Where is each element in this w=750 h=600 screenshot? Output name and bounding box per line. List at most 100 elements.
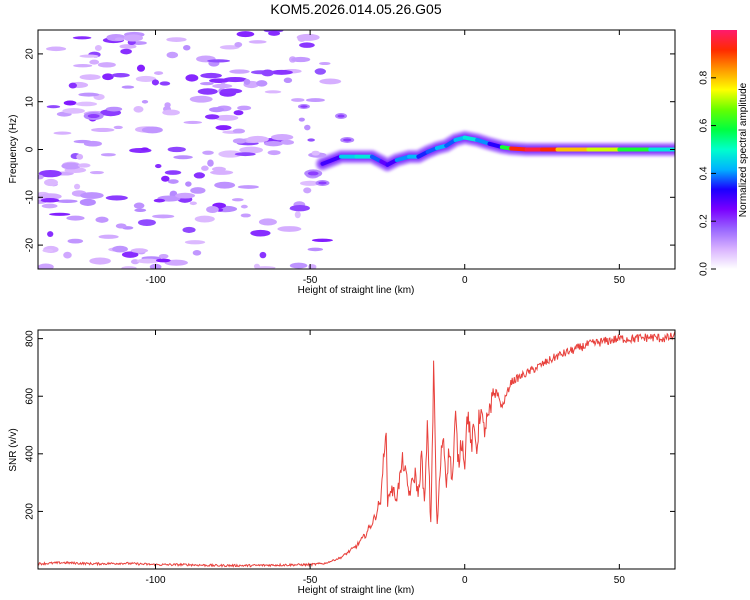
heatmap-noise-blob [73,64,93,68]
heatmap-noise-blob [289,204,310,212]
heatmap-noise-blob [259,251,267,259]
heatmap-noise-blob [319,61,331,66]
heatmap-noise-blob [311,150,320,156]
heatmap-noise-blob [253,263,260,269]
heatmap-noise-core [337,114,345,118]
heatmap-xtick-label: -50 [303,275,318,286]
heatmap-noise-blob [105,195,128,201]
heatmap-noise-blob [304,124,311,131]
heatmap-noise-blob [234,152,256,157]
heatmap-noise-blob [79,54,99,58]
heatmap-noise-blob [268,30,281,36]
heatmap-noise-blob [175,192,196,199]
heatmap-noise-blob [239,146,263,154]
heatmap-noise-blob [68,82,77,89]
heatmap-noise-blob [185,74,199,82]
heatmap-noise-blob [229,69,250,74]
heatmap-noise-blob [73,139,92,144]
heatmap-noise-blob [248,40,267,44]
heatmap-noise-blob [135,75,157,83]
heatmap-xtick-label: -100 [145,275,165,286]
heatmap-noise-blob [319,78,342,85]
heatmap-noise-blob [291,56,311,63]
heatmap-noise-blob [164,170,182,175]
heatmap-noise-blob [76,153,84,160]
heatmap-noise-blob [207,59,231,63]
heatmap-noise-blob [311,238,333,242]
heatmap-noise-blob [305,98,325,103]
heatmap-noise-blob [298,117,305,122]
snr-xtick-label: -50 [303,575,318,586]
heatmap-noise-blob [38,263,54,269]
heatmap-noise-blob [63,251,72,259]
heatmap-noise-blob [80,192,104,199]
heatmap-noise-blob [158,253,169,259]
heatmap-noise-blob [41,203,58,209]
colorbar-tick-label: 0.6 [699,118,710,132]
heatmap-noise-blob [202,150,214,155]
heatmap-noise-blob [56,199,78,203]
colorbar-tick-label: 0.2 [699,214,710,228]
heatmap-noise-blob [261,69,274,77]
heatmap-noise-blob [113,125,123,130]
heatmap-noise-blob [119,44,137,49]
heatmap-noise-blob [153,198,166,203]
heatmap-noise-blob [197,88,218,95]
heatmap-noise-blob [314,68,326,75]
heatmap-ytick-label: -10 [25,190,36,205]
heatmap-noise-core [343,138,352,142]
heatmap-noise-blob [204,114,220,120]
heatmap-ridge-segment [487,141,504,150]
heatmap-noise-blob [49,212,71,216]
heatmap-noise-blob [167,179,179,184]
heatmap-noise-blob [223,76,248,83]
heatmap-noise-blob [44,178,58,187]
colorbar-tick-label: 0.8 [699,70,710,84]
heatmap-noise-blob [200,82,214,86]
heatmap-noise-blob [291,98,305,102]
heatmap-noise-blob [133,105,144,113]
heatmap-noise-blob [114,37,125,42]
heatmap-noise-blob [61,162,81,170]
heatmap-noise-layer [38,30,355,269]
heatmap-noise-blob [183,44,191,51]
heatmap-noise-blob [256,80,268,87]
heatmap-noise-blob [47,231,54,237]
heatmap-noise-blob [72,36,92,40]
heatmap-xtick-label: 0 [462,275,468,286]
heatmap-noise-blob [264,90,282,94]
heatmap-noise-core [87,114,100,119]
heatmap-noise-blob [162,109,180,116]
heatmap-noise-blob [258,218,277,226]
heatmap-noise-blob [270,134,294,141]
heatmap-ridge-segment [475,137,492,146]
heatmap-noise-blob [243,78,251,85]
heatmap-noise-blob [209,107,225,113]
heatmap-noise-blob [219,82,227,90]
heatmap-noise-blob [141,99,149,104]
snr-ytick-label: 400 [25,445,36,462]
heatmap-noise-blob [200,72,222,79]
heatmap-noise-blob [237,185,259,189]
heatmap-noise-blob [155,164,162,169]
heatmap-noise-blob [237,105,252,111]
heatmap-noise-blob [263,141,284,147]
heatmap-noise-blob [79,198,96,206]
heatmap-noise-blob [214,181,236,189]
heatmap-ridge-layer [315,130,675,172]
heatmap-noise-blob [246,135,269,143]
heatmap-noise-blob [79,74,101,80]
heatmap-noise-blob [42,249,54,253]
heatmap-noise-blob [159,81,171,86]
heatmap-noise-blob [121,266,137,269]
heatmap-ytick-label: -20 [25,237,36,252]
heatmap-xtick-label: 50 [614,275,626,286]
heatmap-noise-blob [190,187,206,194]
figure-title: KOM5.2026.014.05.26.G05 [270,1,441,17]
heatmap-noise-blob [182,226,196,233]
heatmap-noise-blob [89,59,100,65]
heatmap-noise-blob [240,204,248,209]
heatmap-noise-blob [151,79,160,86]
snr-xlabel: Height of straight line (km) [298,585,415,596]
